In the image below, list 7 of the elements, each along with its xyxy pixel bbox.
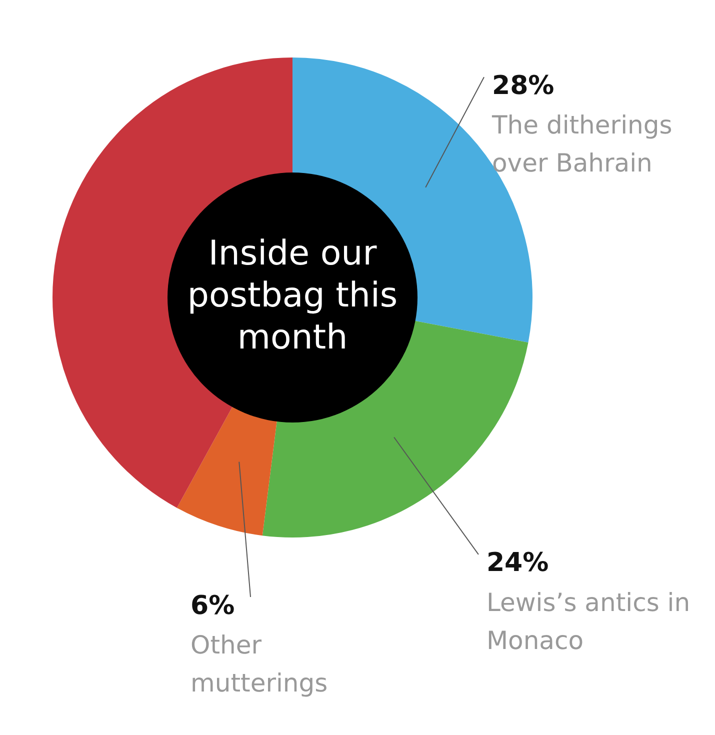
data-label: 24% [486,548,549,578]
text: Inside our postbag this month [187,233,398,358]
data-label: 6% [190,590,235,621]
data-label: 28% [492,70,554,101]
slice-label: Other mutterings [190,630,328,698]
slice-label: The ditherings over Bahrain [491,110,672,178]
slice-label: Lewis’s antics in Monaco [486,588,690,655]
